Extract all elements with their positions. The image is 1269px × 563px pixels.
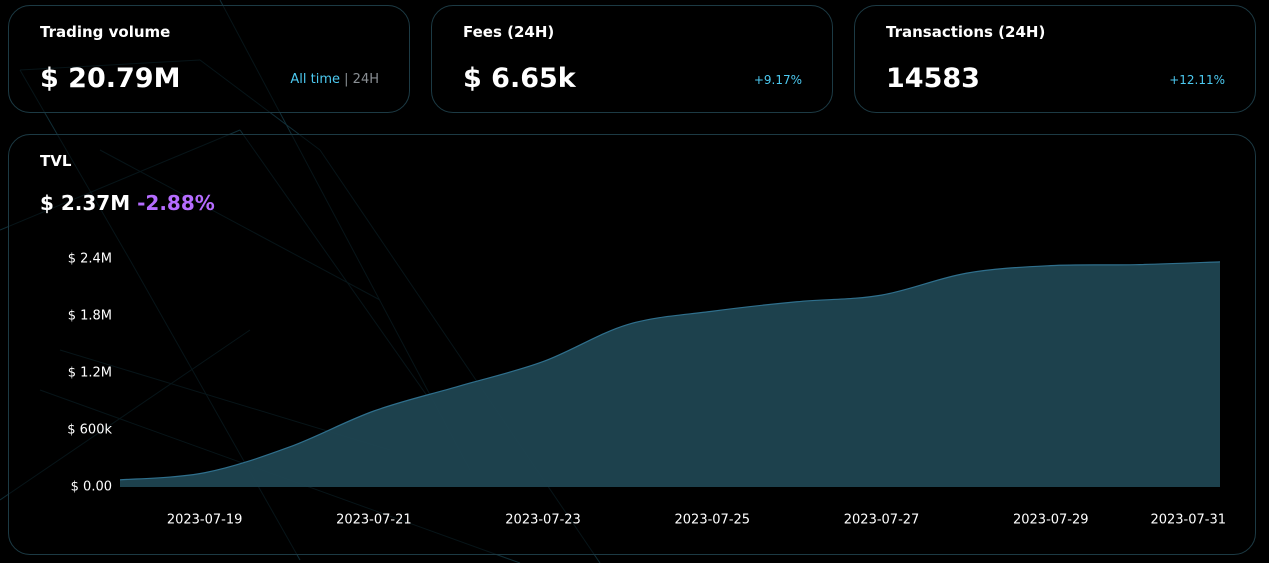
area [120,261,1220,487]
card: Transactions (24H) 14583 +12.11% [854,5,1256,113]
line [119,261,1221,481]
card: Trading volume $ 20.79M All time | 24H [8,5,410,113]
y-tick-label: $ 600k [67,423,112,438]
card-value: $ 20.79M [40,63,181,94]
card-change: +12.11% [1169,73,1225,87]
x-tick-label: 2023-07-29 [1013,513,1089,528]
x-tick-label: 2023-07-27 [844,513,920,528]
card-value: 14583 [886,63,980,94]
x-tick-label: 2023-07-23 [505,513,581,528]
card-title: Transactions (24H) [886,23,1046,41]
x-tick-label: 2023-07-31 [1150,513,1226,528]
y-tick-label: $ 1.8M [68,309,112,324]
tvl-change: -2.88% [137,191,215,215]
range-toggle: All time | 24H [290,72,379,87]
x-tick-label: 2023-07-25 [675,513,751,528]
card: Fees (24H) $ 6.65k +9.17% [431,5,833,113]
card-change: +9.17% [753,73,802,87]
toggle-option[interactable]: 24H [352,72,379,87]
tvl-header: $ 2.37M -2.88% [40,191,215,215]
tvl-value: $ 2.37M [40,191,131,215]
y-tick-label: $ 0.00 [71,480,112,495]
card-title: Fees (24H) [463,23,555,41]
card-value: $ 6.65k [463,63,576,94]
y-tick-label: $ 1.2M [68,366,112,381]
card-title: Trading volume [40,23,171,41]
x-tick-label: 2023-07-19 [167,513,243,528]
x-tick-label: 2023-07-21 [336,513,412,528]
y-tick-label: $ 2.4M [68,252,112,267]
tvl-title: TVL [40,152,72,170]
toggle-separator: | [344,72,349,87]
toggle-option[interactable]: All time [290,72,340,87]
